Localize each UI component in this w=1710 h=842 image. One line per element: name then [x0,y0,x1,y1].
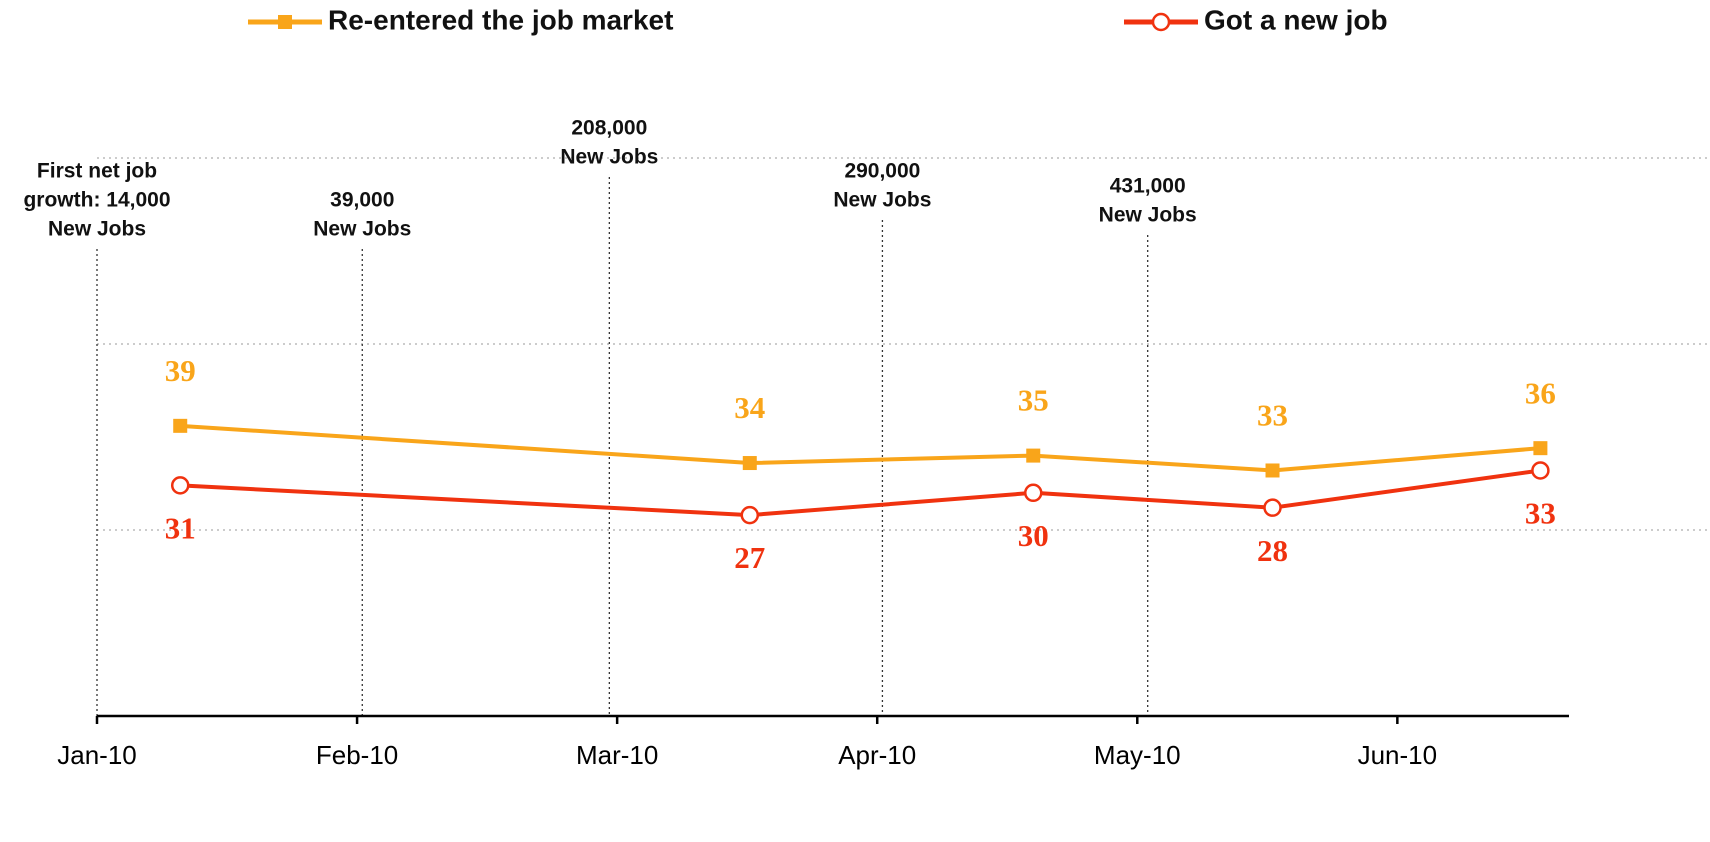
annotation-text: New Jobs [560,146,658,169]
annotation-text: New Jobs [48,218,146,241]
marker [1263,498,1282,517]
marker [740,505,760,525]
x-tick-label: Feb-10 [316,740,398,770]
marker [173,418,188,433]
annotation-text: New Jobs [1099,204,1197,227]
x-tick-label: Apr-10 [838,740,916,770]
x-tick-label: Jan-10 [57,740,137,770]
series-line [180,423,1541,473]
annotation-text: 208,000 [571,117,647,140]
legend-label: Got a new job [1204,4,1388,35]
value-label: 33 [1257,398,1288,433]
annotation-text: 290,000 [844,160,920,183]
legend-label: Re-entered the job market [328,4,673,35]
annotation-text: First net job [37,160,157,183]
annotation-text: New Jobs [313,218,411,241]
annotation-text: 431,000 [1110,175,1186,198]
value-label: 31 [165,510,196,545]
marker [170,476,190,495]
annotation-text: growth: 14,000 [23,189,170,212]
x-tick-label: Mar-10 [576,740,658,770]
value-label: 30 [1018,518,1049,553]
marker [1533,441,1548,456]
marker [742,456,757,471]
value-label: 34 [734,390,765,425]
value-label: 28 [1257,533,1288,568]
legend-marker [1151,12,1171,32]
x-tick-label: May-10 [1094,740,1181,770]
x-tick-label: Jun-10 [1358,740,1438,770]
series-line [180,468,1541,518]
value-label: 33 [1525,496,1556,531]
marker [1531,461,1550,480]
marker [1026,448,1041,463]
value-label: 27 [734,540,765,575]
annotation-text: 39,000 [330,189,394,212]
value-label: 35 [1018,383,1049,418]
marker [1265,463,1280,478]
annotation-text: New Jobs [833,189,931,212]
marker [1024,483,1043,503]
value-label: 36 [1525,375,1556,410]
legend-marker [278,15,292,29]
value-label: 39 [165,353,196,388]
